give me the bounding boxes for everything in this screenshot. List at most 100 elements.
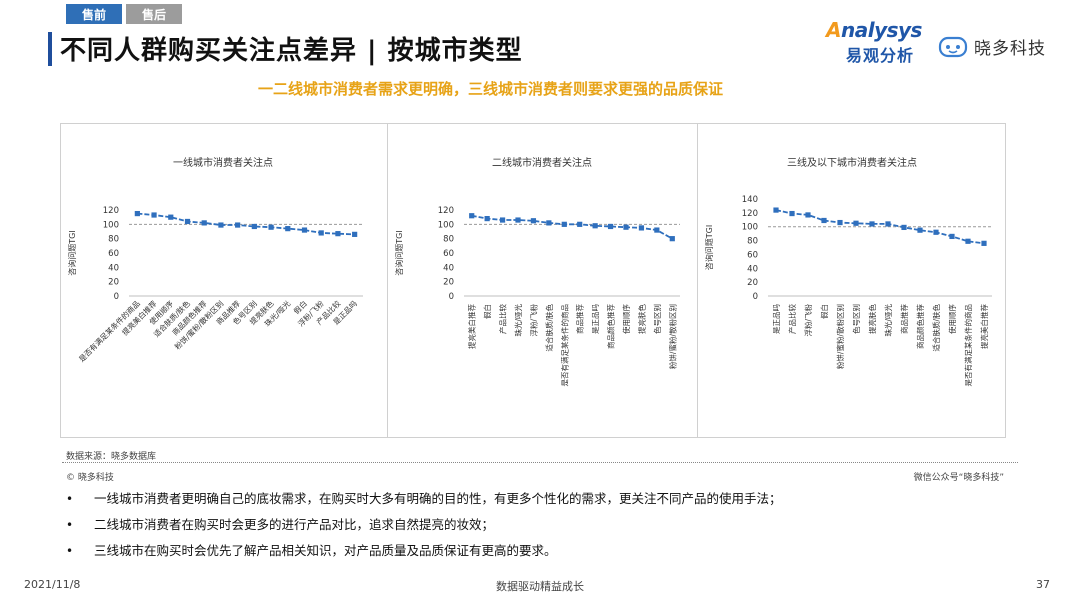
- series-line: [137, 212, 355, 236]
- x-tick-label: 提亮肤色: [636, 304, 646, 334]
- x-tick-label: 适合肤质/肤色: [544, 304, 554, 352]
- x-tick-label: 使用顺序: [621, 304, 631, 334]
- y-tick-label: 60: [747, 250, 758, 260]
- robot-icon: [938, 36, 968, 57]
- y-tick-label: 0: [449, 292, 454, 302]
- y-tick-label: 140: [742, 195, 758, 205]
- x-tick-label: 商品推荐: [899, 304, 909, 334]
- y-tick-label: 40: [443, 263, 454, 273]
- data-point: [235, 222, 241, 228]
- data-point: [869, 221, 875, 227]
- x-tick-label: 粉饼/蜜粉/散粉区别: [835, 304, 845, 369]
- data-point: [901, 224, 907, 231]
- data-point: [965, 238, 971, 244]
- y-tick-label: 120: [438, 206, 454, 216]
- data-point: [805, 212, 811, 218]
- x-tick-label: 浮粉/飞粉: [528, 304, 538, 337]
- data-point: [949, 233, 955, 240]
- data-point: [853, 220, 859, 226]
- data-point: [789, 210, 795, 217]
- y-tick-label: 120: [742, 209, 758, 219]
- page-number: 37: [1036, 578, 1050, 591]
- analysys-logo-cn: 易观分析: [846, 46, 915, 65]
- data-point: [773, 207, 779, 213]
- chart-divider: [697, 124, 698, 437]
- data-point: [168, 214, 174, 220]
- data-point: [318, 230, 324, 236]
- y-axis-label: 咨询问题TGI: [394, 230, 404, 275]
- y-tick-label: 40: [747, 264, 758, 274]
- x-tick-label: 是正品吗: [591, 304, 600, 334]
- footer-slogan: 数据驱动精益成长: [496, 580, 584, 593]
- series-line: [775, 209, 985, 245]
- chart-divider: [387, 124, 388, 437]
- x-tick-label: 提亮美白推荐: [979, 304, 989, 349]
- data-point: [151, 212, 157, 218]
- page-subtitle: 一二线城市消费者需求更明确，三线城市消费者则要求更强的品质保证: [258, 80, 724, 98]
- tab-presale[interactable]: 售前: [66, 4, 122, 24]
- wechat-account: 微信公众号“晓多科技”: [913, 473, 1004, 483]
- x-tick-label: 是否有满足某条件的商品: [963, 304, 973, 387]
- footer-date: 2021/11/8: [24, 578, 81, 591]
- x-tick-label: 是否有满足某条件的商品: [559, 304, 569, 387]
- y-tick-label: 100: [103, 220, 119, 230]
- data-point: [821, 217, 827, 224]
- data-point: [530, 218, 537, 224]
- series-line: [471, 214, 673, 240]
- y-tick-label: 20: [443, 278, 454, 288]
- data-point: [484, 216, 490, 222]
- y-tick-label: 80: [747, 237, 758, 247]
- data-point: [917, 227, 923, 233]
- data-source: 数据来源：晓多数据库: [66, 452, 157, 462]
- x-tick-label: 浮粉/飞粉: [803, 304, 813, 337]
- y-tick-label: 120: [103, 206, 119, 216]
- data-point: [352, 231, 358, 237]
- xiaoduo-logo: 晓多科技: [938, 34, 1046, 59]
- insight-text: 三线城市在购买时会优先了解产品相关知识，对产品质量及品质保证有更高的要求。: [94, 543, 557, 558]
- chart-title: 三线及以下城市消费者关注点: [787, 156, 917, 169]
- data-point: [499, 217, 506, 223]
- data-point: [268, 224, 274, 230]
- copyright: © 晓多科技: [66, 473, 114, 483]
- data-point: [301, 227, 308, 233]
- data-point: [561, 221, 567, 227]
- x-tick-label: 色号区别: [851, 304, 861, 334]
- y-tick-label: 0: [753, 292, 758, 302]
- x-tick-label: 假白: [482, 304, 492, 319]
- insight-text: 二线城市消费者在购买时会更多的进行产品对比，追求自然提亮的妆效；: [94, 517, 495, 532]
- y-tick-label: 60: [108, 249, 119, 259]
- data-point: [546, 220, 552, 226]
- y-tick-label: 20: [108, 278, 119, 288]
- y-tick-label: 80: [443, 235, 454, 245]
- y-tick-label: 100: [438, 220, 454, 230]
- dotted-divider: [62, 462, 1018, 463]
- data-point: [184, 218, 191, 225]
- x-tick-label: 珠光/哑光: [513, 304, 523, 337]
- chart-title: 一线城市消费者关注点: [173, 156, 273, 169]
- y-axis-label: 咨询问题TGI: [67, 230, 77, 275]
- y-axis-label: 咨询问题TGI: [704, 225, 714, 270]
- data-point: [201, 220, 207, 226]
- chart-tier1-city: 一线城市消费者关注点咨询问题TGI020406080100120是否有满足某条件…: [67, 156, 363, 364]
- x-tick-label: 产品比较: [498, 304, 508, 334]
- x-tick-label: 提亮肤色: [867, 304, 877, 334]
- data-point: [592, 223, 598, 229]
- data-point: [669, 236, 675, 242]
- y-tick-label: 80: [108, 235, 119, 245]
- data-point: [981, 240, 987, 246]
- list-item: • 一线城市消费者更明确自己的底妆需求，在购买时大多有明确的目的性，有更多个性化的…: [66, 489, 1026, 515]
- data-point: [654, 227, 660, 233]
- xiaoduo-logo-text: 晓多科技: [974, 39, 1046, 59]
- x-tick-label: 适合肤质/肤色: [931, 304, 941, 352]
- data-point: [134, 210, 140, 217]
- data-point: [251, 223, 257, 230]
- tab-bar: 售前 售后: [66, 4, 182, 24]
- tab-aftersale[interactable]: 售后: [126, 4, 182, 24]
- insight-text: 一线城市消费者更明确自己的底妆需求，在购买时大多有明确的目的性，有更多个性化的需…: [94, 491, 782, 506]
- x-tick-label: 色号区别: [652, 304, 662, 334]
- y-tick-label: 20: [747, 278, 758, 288]
- x-tick-label: 珠光/哑光: [883, 304, 893, 337]
- x-tick-label: 商品颜色推荐: [915, 304, 925, 349]
